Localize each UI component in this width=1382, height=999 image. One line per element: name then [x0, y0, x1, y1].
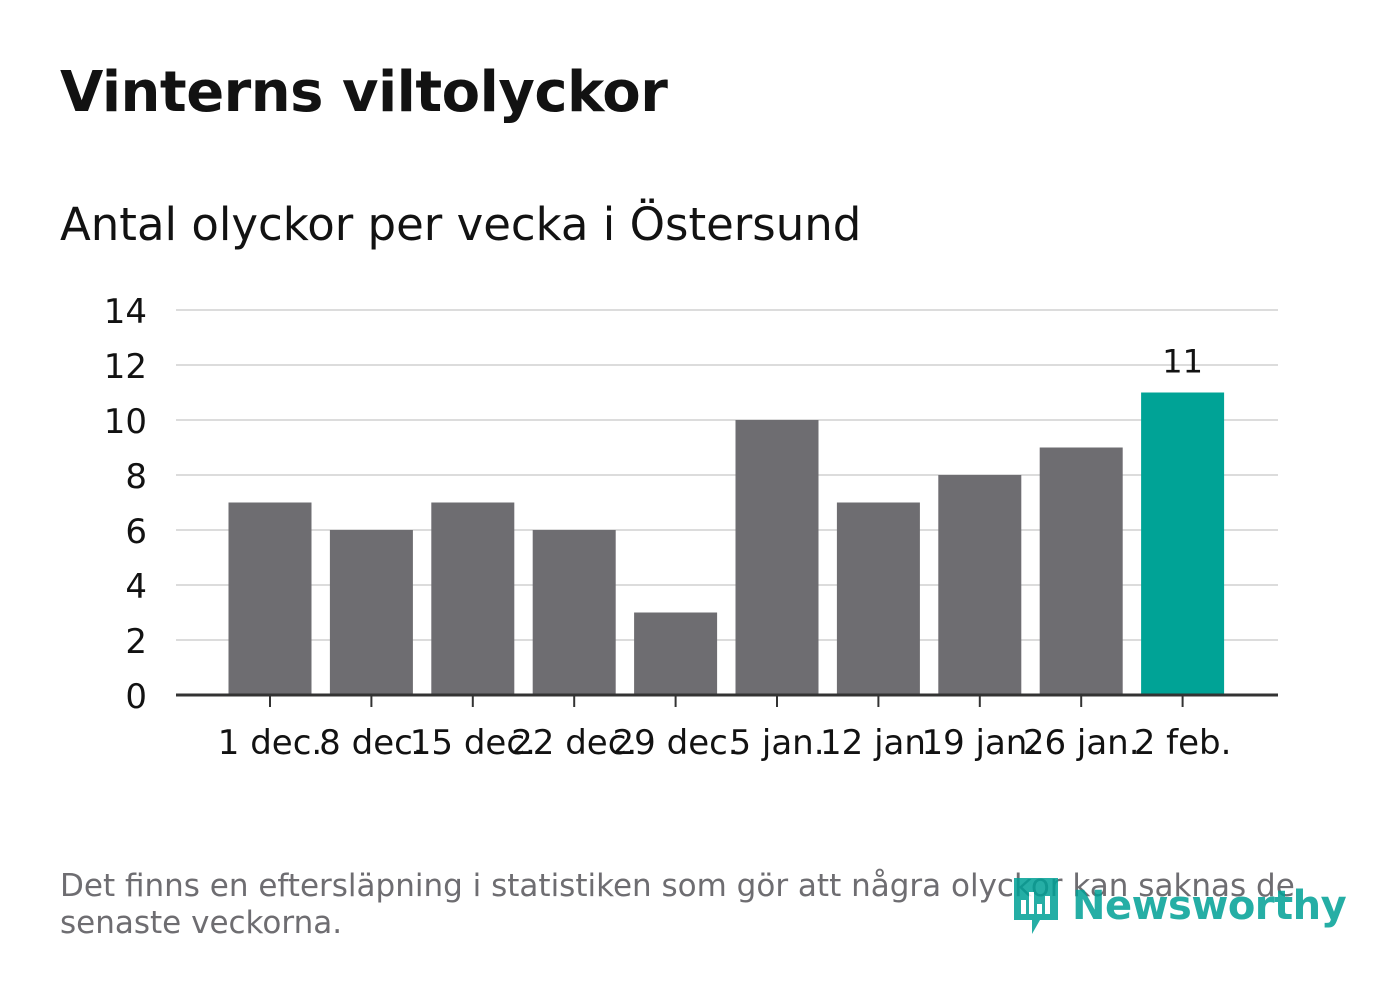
bar-2	[329, 530, 413, 695]
x-tick-label-8: 19 jan.	[921, 723, 1038, 763]
x-tick-label-6: 5 jan.	[729, 723, 824, 763]
bar-9	[1039, 447, 1123, 695]
bar-1	[228, 502, 312, 695]
x-tick-label-3: 15 dec.	[410, 723, 536, 763]
footnote: Det finns en eftersläpning i statistiken…	[60, 868, 1295, 941]
x-tick-label-5: 29 dec.	[613, 723, 739, 763]
data-label-10: 11	[1162, 343, 1203, 381]
bar-7	[836, 502, 920, 695]
bar-5	[634, 612, 718, 695]
bar-chart: 0 2 4 6 8 10 12 14 1 dec.8 dec.15 dec.22 dec.29 …	[104, 292, 1278, 763]
bar-8	[938, 475, 1022, 695]
x-tick-label-1: 1 dec.	[218, 723, 322, 763]
y-tick-label-0: 0	[125, 677, 147, 717]
y-tick-label-8: 8	[125, 457, 147, 497]
y-tick-label-10: 10	[104, 402, 147, 442]
bar-6	[735, 420, 819, 695]
chart-subtitle: Antal olyckor per vecka i Östersund	[60, 198, 862, 251]
y-tick-label-14: 14	[104, 292, 147, 332]
x-tick-label-9: 26 jan.	[1023, 723, 1140, 763]
y-tick-label-4: 4	[125, 567, 147, 607]
y-tick-label-12: 12	[104, 347, 147, 387]
bar-4	[532, 530, 616, 695]
x-tick-label-2: 8 dec.	[319, 723, 423, 763]
y-tick-label-2: 2	[125, 622, 147, 662]
y-tick-label-6: 6	[125, 512, 147, 552]
brand-name: Newsworthy	[1072, 883, 1347, 929]
brand-logo: Newsworthy	[1010, 874, 1347, 938]
bar-3	[431, 502, 515, 695]
x-tick-label-10: 2 feb.	[1134, 723, 1232, 763]
x-tick-label-4: 22 dec.	[511, 723, 637, 763]
x-tick-label-7: 12 jan.	[820, 723, 937, 763]
chart-title: Vinterns viltolyckor	[60, 60, 668, 125]
newsworthy-logo-icon	[1014, 878, 1058, 934]
bar-10	[1141, 392, 1225, 695]
